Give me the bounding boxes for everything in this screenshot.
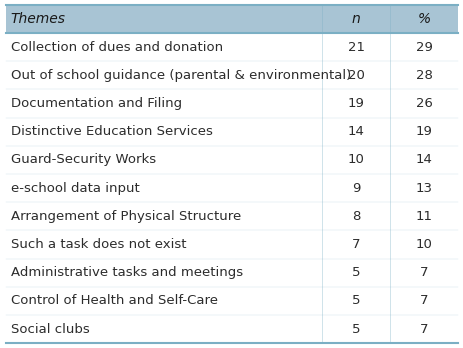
- Text: 19: 19: [415, 125, 432, 138]
- Text: Themes: Themes: [11, 12, 65, 26]
- Text: 29: 29: [415, 41, 432, 54]
- Text: 26: 26: [415, 97, 432, 110]
- Text: 13: 13: [415, 182, 432, 195]
- Text: 19: 19: [347, 97, 364, 110]
- Text: 9: 9: [351, 182, 360, 195]
- Text: 11: 11: [415, 210, 432, 223]
- Text: Arrangement of Physical Structure: Arrangement of Physical Structure: [11, 210, 240, 223]
- Text: 7: 7: [419, 294, 427, 307]
- Text: Collection of dues and donation: Collection of dues and donation: [11, 41, 222, 54]
- Bar: [6, 5, 457, 33]
- Text: 14: 14: [347, 125, 364, 138]
- Text: 14: 14: [415, 153, 432, 166]
- Text: Distinctive Education Services: Distinctive Education Services: [11, 125, 212, 138]
- Text: e-school data input: e-school data input: [11, 182, 139, 195]
- Text: 7: 7: [419, 266, 427, 279]
- Text: 10: 10: [347, 153, 364, 166]
- Text: 8: 8: [351, 210, 360, 223]
- Text: 10: 10: [415, 238, 432, 251]
- Text: Administrative tasks and meetings: Administrative tasks and meetings: [11, 266, 242, 279]
- Text: 28: 28: [415, 69, 432, 82]
- Text: 5: 5: [351, 294, 360, 307]
- Text: Documentation and Filing: Documentation and Filing: [11, 97, 181, 110]
- Text: 7: 7: [351, 238, 360, 251]
- Text: 21: 21: [347, 41, 364, 54]
- Text: Social clubs: Social clubs: [11, 323, 89, 335]
- Text: Out of school guidance (parental & environmental): Out of school guidance (parental & envir…: [11, 69, 350, 82]
- Text: 5: 5: [351, 266, 360, 279]
- Text: 20: 20: [347, 69, 364, 82]
- Text: Guard-Security Works: Guard-Security Works: [11, 153, 156, 166]
- Text: %: %: [417, 12, 430, 26]
- Text: Such a task does not exist: Such a task does not exist: [11, 238, 186, 251]
- Text: Control of Health and Self-Care: Control of Health and Self-Care: [11, 294, 217, 307]
- Text: 7: 7: [419, 323, 427, 335]
- Text: 5: 5: [351, 323, 360, 335]
- Text: n: n: [351, 12, 360, 26]
